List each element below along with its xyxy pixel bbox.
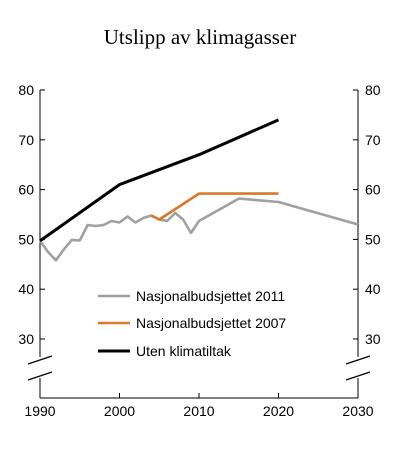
- x-tick-label: 2020: [263, 403, 294, 419]
- y-tick-label-right: 70: [365, 132, 381, 148]
- x-tick-label: 2000: [104, 403, 135, 419]
- legend-label-3: Uten klimatiltak: [136, 343, 232, 359]
- x-tick-label: 1990: [24, 403, 55, 419]
- y-tick-label-left: 60: [18, 182, 34, 198]
- y-tick-label-left: 50: [18, 231, 34, 247]
- x-tick-label: 2030: [342, 403, 373, 419]
- series-lines: [38, 118, 359, 262]
- y-tick-label-left: 40: [18, 281, 34, 297]
- series-line-3: [39, 118, 280, 243]
- series-line-2: [150, 192, 279, 221]
- y-tick-label-right: 80: [365, 82, 381, 98]
- x-tick-label: 2010: [183, 403, 214, 419]
- y-tick-label-right: 60: [365, 182, 381, 198]
- y-tick-label-left: 30: [18, 331, 34, 347]
- chart-title: Utslipp av klimagasser: [104, 25, 296, 49]
- legend-label-1: Nasjonalbudsjettet 2011: [136, 288, 285, 304]
- y-tick-label-right: 40: [365, 281, 381, 297]
- axis-break-left-lower: [27, 371, 53, 381]
- y-tick-label-left: 70: [18, 132, 34, 148]
- axis-break-left-upper: [27, 355, 53, 365]
- axes: 30 30 40 40 50 50 60 60 70 70 80 80 1990 2000 2010 2020…: [18, 82, 380, 419]
- series-line-1: [38, 197, 359, 262]
- y-tick-label-right: 50: [365, 231, 381, 247]
- legend-label-2: Nasjonalbudsjettet 2007: [136, 315, 286, 331]
- legend: Nasjonalbudsjettet 2011 Nasjonalbudsjette…: [98, 288, 286, 359]
- axis-break-right-upper: [345, 355, 371, 365]
- y-tick-label-right: 30: [365, 331, 381, 347]
- y-tick-label-left: 80: [18, 82, 34, 98]
- axis-break-right-lower: [345, 371, 371, 381]
